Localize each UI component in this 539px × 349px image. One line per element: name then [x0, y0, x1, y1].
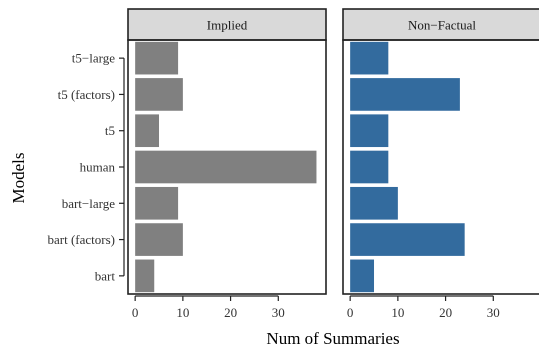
bar-human — [135, 150, 317, 184]
x-tick-label: 20 — [224, 305, 237, 320]
x-tick-label: 10 — [176, 305, 189, 320]
bar-human — [350, 150, 389, 184]
bar-t5-factors- — [350, 78, 460, 111]
panel-frame — [342, 39, 539, 295]
panel-implied: Implied 0 10 20 30 — [127, 8, 327, 320]
y-tick-label: t5 (factors) — [58, 87, 115, 102]
panel-non-factual: Non−Factual 0 10 20 30 — [342, 8, 539, 320]
bar-bart-factors- — [135, 223, 183, 256]
x-tick-label: 10 — [391, 305, 404, 320]
y-tick-label: bart−large — [62, 196, 116, 211]
y-tick-label: bart — [95, 268, 116, 283]
chart-panels: Implied 0 10 20 30 Non−Factual 0 10 20 30 — [127, 8, 539, 320]
bar-t5 — [350, 114, 389, 148]
y-tick-label: bart (factors) — [48, 232, 116, 247]
bar-bart — [135, 259, 155, 293]
panel-frame — [127, 39, 327, 295]
bar-t5-large — [350, 41, 389, 75]
bar-bart-large — [135, 186, 179, 220]
x-tick-label: 20 — [439, 305, 452, 320]
bar-bart-large — [350, 186, 398, 220]
facet-strip — [127, 8, 327, 41]
x-tick-label: 0 — [132, 305, 139, 320]
bar-t5 — [135, 114, 160, 148]
facet-strip — [342, 8, 539, 41]
y-tick-label: t5−large — [72, 51, 115, 66]
y-tick-label: human — [80, 160, 116, 175]
bar-t5-large — [135, 41, 179, 75]
facet-strip-label: Non−Factual — [408, 18, 476, 33]
bar-t5-factors- — [135, 78, 183, 111]
bar-bart-factors- — [350, 223, 465, 256]
y-axis-title: Models — [9, 153, 28, 204]
bar-bart — [350, 259, 375, 293]
x-tick-label: 30 — [487, 305, 500, 320]
y-tick-label: t5 — [105, 123, 115, 138]
x-axis-title: Num of Summaries — [266, 329, 399, 348]
x-tick-label: 30 — [272, 305, 285, 320]
x-tick-label: 0 — [347, 305, 354, 320]
facet-strip-label: Implied — [207, 18, 248, 33]
y-axis: t5−large t5 (factors) t5 human bart−large bar… — [48, 51, 125, 283]
